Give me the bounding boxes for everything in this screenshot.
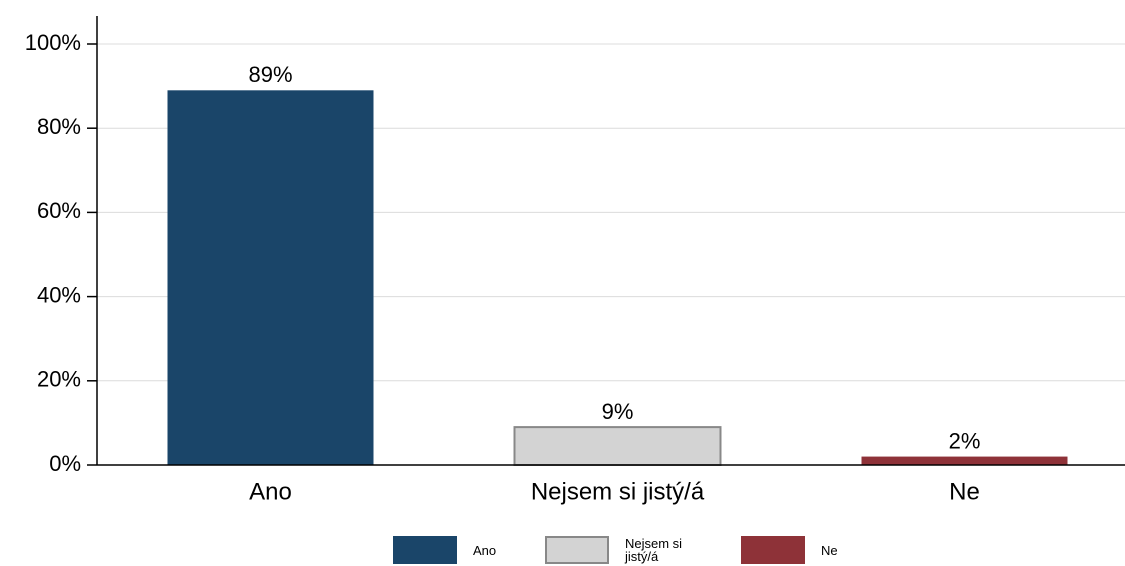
legend-label: Ne: [821, 542, 838, 558]
bar: [861, 456, 1068, 465]
y-tick-label: 0%: [49, 451, 81, 476]
legend-item: Ano: [393, 535, 553, 565]
legend-item: Nejsem si jistý/á: [545, 535, 697, 565]
bar: [513, 426, 722, 466]
legend-swatch: [393, 536, 457, 564]
legend-label: Nejsem si jistý/á: [625, 536, 683, 564]
legend: Ano Nejsem si jistý/á Ne: [0, 535, 1125, 565]
value-label: 9%: [602, 399, 634, 424]
legend-item: Ne: [741, 535, 901, 565]
value-label: 2%: [949, 428, 981, 453]
legend-swatch: [545, 536, 609, 564]
x-tick-label: Ne: [949, 478, 980, 505]
legend-label: Ano: [473, 542, 497, 558]
y-tick-label: 80%: [37, 114, 81, 139]
y-tick-label: 40%: [37, 282, 81, 307]
y-tick-label: 60%: [37, 198, 81, 223]
bar: [167, 90, 374, 465]
x-tick-label: Nejsem si jistý/á: [531, 478, 705, 505]
x-tick-label: Ano: [249, 478, 292, 505]
value-label: 89%: [248, 62, 292, 87]
y-tick-label: 100%: [25, 30, 81, 55]
legend-swatch: [741, 536, 805, 564]
y-tick-label: 20%: [37, 367, 81, 392]
